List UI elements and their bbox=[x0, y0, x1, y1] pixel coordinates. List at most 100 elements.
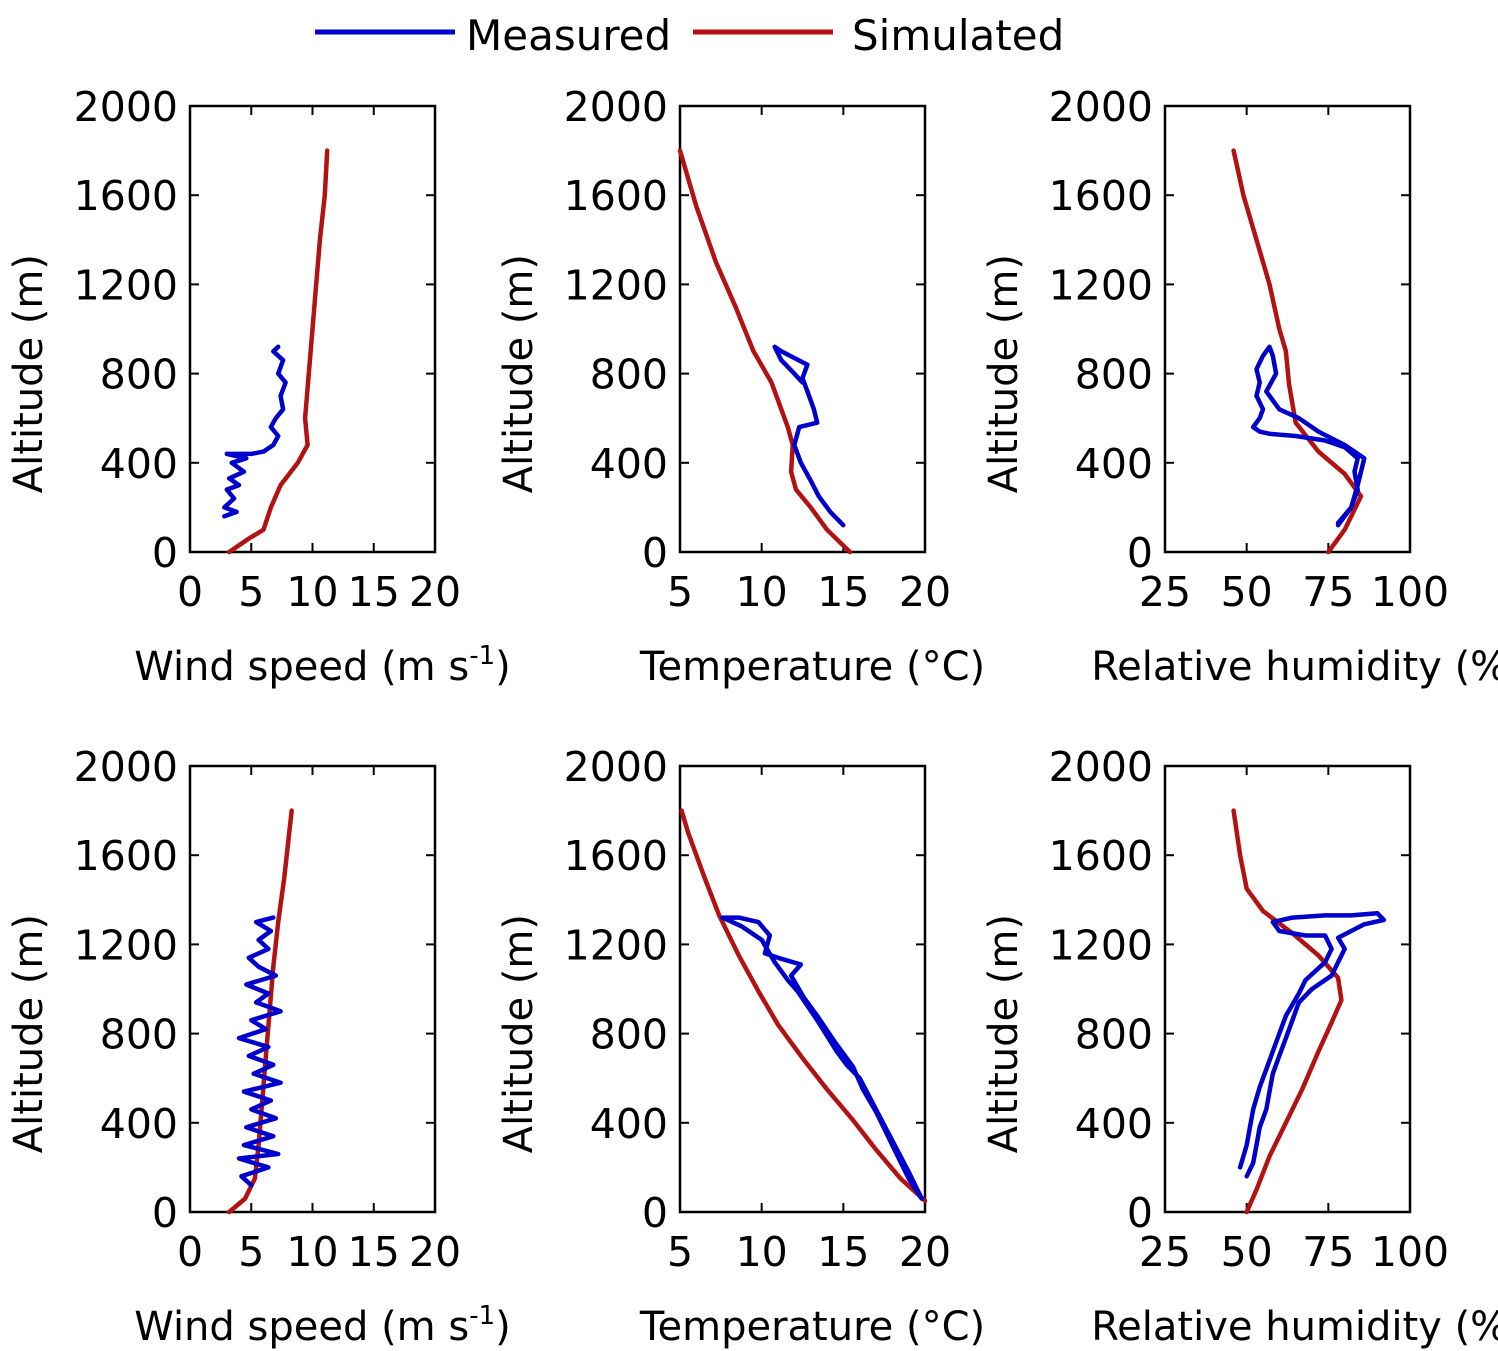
bottom-temperature-ytick-label: 0 bbox=[642, 1189, 668, 1237]
top-wind-ylabel: Altitude (m) bbox=[6, 254, 52, 493]
top-temperature-xlabel: Temperature (°C) bbox=[639, 644, 985, 690]
top-wind-xlabel: Wind speed (m s-1) bbox=[134, 641, 510, 690]
bottom-humidity-ytick-label: 800 bbox=[1075, 1011, 1153, 1059]
top-humidity-ylabel: Altitude (m) bbox=[981, 254, 1027, 493]
bottom-temperature-series-simulated bbox=[679, 808, 928, 1204]
top-humidity-ytick-label: 0 bbox=[1127, 529, 1153, 577]
bottom-temperature-series-measured bbox=[720, 915, 924, 1201]
bottom-temperature-ytick-label: 800 bbox=[590, 1011, 668, 1059]
bottom-humidity-series-simulated bbox=[1231, 808, 1344, 1215]
bottom-humidity-ytick-label: 400 bbox=[1075, 1100, 1153, 1148]
bottom-temperature-xlabel: Temperature (°C) bbox=[639, 1304, 985, 1350]
top-humidity-xtick-label: 100 bbox=[1371, 568, 1449, 616]
top-temperature-ytick-label: 1200 bbox=[564, 261, 668, 309]
bottom-temperature-xtick-label: 5 bbox=[667, 1228, 693, 1276]
bottom-temperature-axes-frame bbox=[678, 764, 927, 1214]
bottom-temperature-ytick-label: 1600 bbox=[564, 832, 668, 880]
top-temperature-xtick-label: 20 bbox=[899, 568, 951, 616]
top-humidity-series-measured bbox=[1250, 344, 1367, 528]
bottom-wind-xtick-label: 5 bbox=[238, 1228, 264, 1276]
bottom-temperature-xtick-label: 15 bbox=[817, 1228, 869, 1276]
top-humidity-ytick-label: 2000 bbox=[1049, 83, 1153, 131]
bottom-wind-ytick-label: 1600 bbox=[74, 832, 178, 880]
top-wind-series-measured bbox=[222, 344, 288, 519]
top-wind-ytick-label: 0 bbox=[152, 529, 178, 577]
bottom-wind-series-measured bbox=[236, 915, 283, 1188]
top-temperature-ytick-label: 400 bbox=[590, 440, 668, 488]
top-temperature-ytick-label: 800 bbox=[590, 351, 668, 399]
bottom-wind-ytick-label: 0 bbox=[152, 1189, 178, 1237]
bottom-wind-xtick-label: 0 bbox=[177, 1228, 203, 1276]
top-humidity-ytick-label: 1200 bbox=[1049, 261, 1153, 309]
bottom-humidity-plot: 25 50 75 100 0 400 800 1200 1600 2000 Relative hum… bbox=[981, 743, 1498, 1350]
top-wind-ytick-label: 1600 bbox=[74, 172, 178, 220]
bottom-wind-ylabel: Altitude (m) bbox=[6, 914, 52, 1153]
bottom-wind-xtick-label: 20 bbox=[409, 1228, 461, 1276]
bottom-wind-xlabel: Wind speed (m s-1) bbox=[134, 1301, 510, 1350]
top-temperature-ytick-label: 0 bbox=[642, 529, 668, 577]
bottom-humidity-ylabel: Altitude (m) bbox=[981, 914, 1027, 1153]
bottom-humidity-ytick-label: 1200 bbox=[1049, 921, 1153, 969]
top-wind-xtick-label: 15 bbox=[348, 568, 400, 616]
bottom-humidity-axes-frame bbox=[1163, 764, 1412, 1214]
bottom-humidity-ytick-label: 2000 bbox=[1049, 743, 1153, 791]
bottom-temperature-xtick-label: 20 bbox=[899, 1228, 951, 1276]
bottom-temperature-ytick-label: 2000 bbox=[564, 743, 668, 791]
top-humidity-ytick-label: 800 bbox=[1075, 351, 1153, 399]
bottom-humidity-xlabel: Relative humidity (%) bbox=[1091, 1304, 1498, 1350]
top-wind-ytick-label: 800 bbox=[100, 351, 178, 399]
top-humidity-xtick-label: 75 bbox=[1302, 568, 1354, 616]
top-humidity-xlabel: Relative humidity (%) bbox=[1091, 644, 1498, 690]
bottom-wind-series-simulated bbox=[226, 808, 294, 1215]
top-wind-ytick-label: 1200 bbox=[74, 261, 178, 309]
top-temperature-xtick-label: 15 bbox=[817, 568, 869, 616]
bottom-humidity-xtick-label: 100 bbox=[1371, 1228, 1449, 1276]
top-temperature-series-simulated bbox=[677, 148, 853, 555]
bottom-wind-xtick-label: 10 bbox=[286, 1228, 338, 1276]
top-temperature-xtick-label: 5 bbox=[667, 568, 693, 616]
top-temperature-series-measured bbox=[772, 344, 846, 528]
legend: Measured Simulated bbox=[315, 11, 1064, 60]
top-temperature-xtick-label: 10 bbox=[736, 568, 788, 616]
top-temperature-ytick-label: 1600 bbox=[564, 172, 668, 220]
bottom-wind-ytick-label: 1200 bbox=[74, 921, 178, 969]
top-wind-xtick-label: 5 bbox=[238, 568, 264, 616]
bottom-wind-ytick-label: 2000 bbox=[74, 743, 178, 791]
top-wind-xtick-label: 20 bbox=[409, 568, 461, 616]
top-wind-xtick-label: 10 bbox=[286, 568, 338, 616]
bottom-wind-axes-frame bbox=[188, 764, 437, 1214]
bottom-temperature-xtick-label: 10 bbox=[736, 1228, 788, 1276]
top-humidity-series-simulated bbox=[1231, 148, 1364, 555]
bottom-temperature-ylabel: Altitude (m) bbox=[496, 914, 542, 1153]
legend-label-simulated: Simulated bbox=[852, 11, 1064, 60]
top-wind-xtick-label: 0 bbox=[177, 568, 203, 616]
top-temperature-ylabel: Altitude (m) bbox=[496, 254, 542, 493]
bottom-wind-ytick-label: 400 bbox=[100, 1100, 178, 1148]
bottom-humidity-ytick-label: 0 bbox=[1127, 1189, 1153, 1237]
bottom-humidity-xtick-label: 75 bbox=[1302, 1228, 1354, 1276]
bottom-humidity-xtick-label: 50 bbox=[1221, 1228, 1273, 1276]
top-humidity-xtick-label: 25 bbox=[1139, 568, 1191, 616]
bottom-wind-ytick-label: 800 bbox=[100, 1011, 178, 1059]
top-temperature-axes-frame bbox=[678, 104, 927, 554]
top-humidity-ytick-label: 400 bbox=[1075, 440, 1153, 488]
bottom-humidity-ytick-label: 1600 bbox=[1049, 832, 1153, 880]
top-wind-ytick-label: 400 bbox=[100, 440, 178, 488]
top-temperature-plot: 5 10 15 20 0 400 800 1200 1600 2000 Temperature (°… bbox=[496, 83, 985, 690]
top-humidity-axes-frame bbox=[1163, 104, 1412, 554]
bottom-humidity-series-measured bbox=[1237, 910, 1387, 1179]
top-wind-series-simulated bbox=[226, 148, 330, 555]
top-humidity-xtick-label: 50 bbox=[1221, 568, 1273, 616]
bottom-temperature-ytick-label: 400 bbox=[590, 1100, 668, 1148]
bottom-wind-xtick-label: 15 bbox=[348, 1228, 400, 1276]
top-wind-ytick-label: 2000 bbox=[74, 83, 178, 131]
bottom-temperature-ytick-label: 1200 bbox=[564, 921, 668, 969]
top-temperature-ytick-label: 2000 bbox=[564, 83, 668, 131]
bottom-temperature-plot: 5 10 15 20 0 400 800 1200 1600 2000 Temperature (°… bbox=[496, 743, 985, 1350]
top-humidity-plot: 25 50 75 100 0 400 800 1200 1600 2000 Relative hum… bbox=[981, 83, 1498, 690]
top-humidity-ytick-label: 1600 bbox=[1049, 172, 1153, 220]
